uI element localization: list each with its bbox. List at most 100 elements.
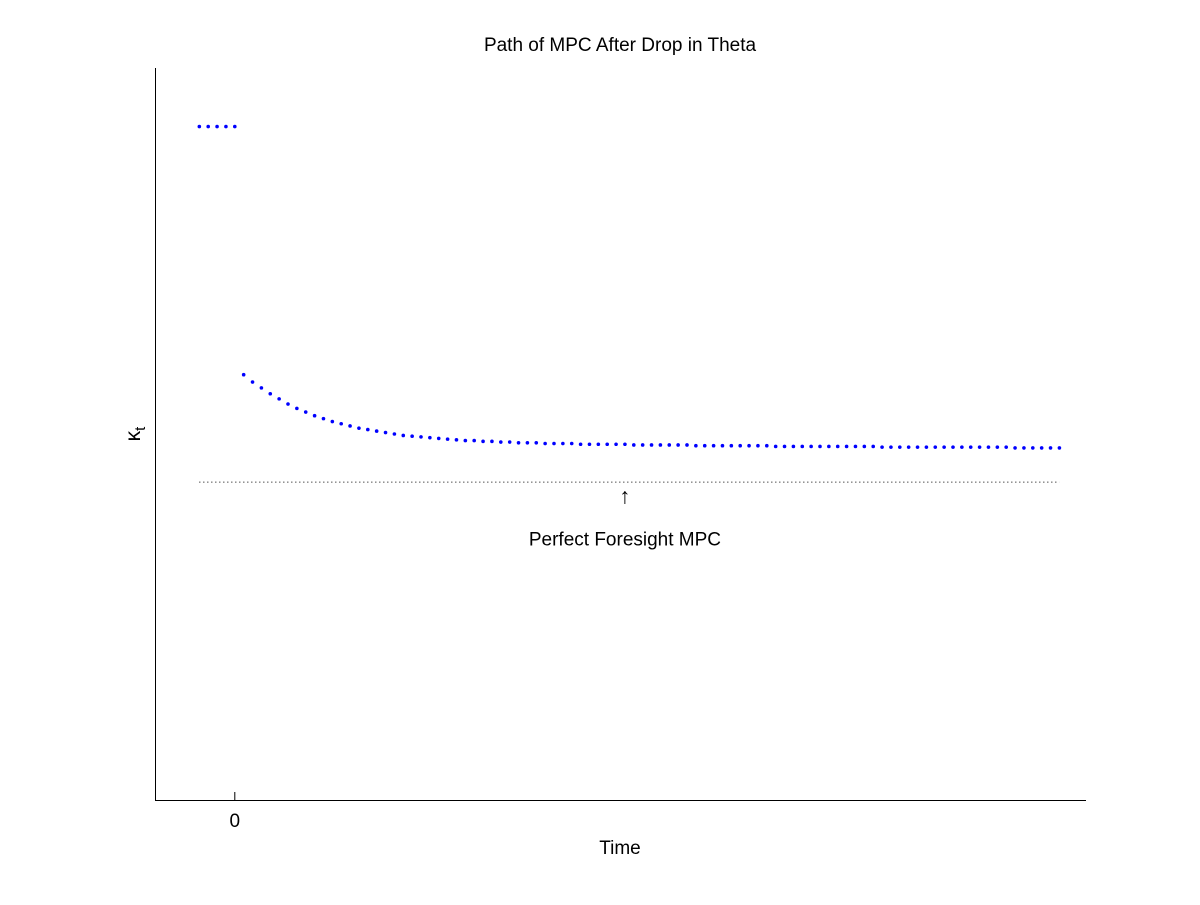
annotation-label: Perfect Foresight MPC: [529, 530, 721, 551]
post-drop-point: [569, 441, 574, 446]
post-drop-point: [348, 424, 352, 428]
post-drop-point: [756, 443, 760, 448]
post-drop-point: [835, 444, 840, 449]
post-drop-point: [516, 440, 521, 445]
post-drop-point: [933, 445, 938, 449]
post-drop-point: [1031, 446, 1035, 450]
y-axis-label-subscript: t: [132, 426, 149, 431]
svg-text:κt: κt: [122, 426, 149, 442]
post-drop-point: [1048, 446, 1053, 450]
post-drop-point: [401, 433, 406, 438]
post-drop-point: [694, 443, 698, 448]
post-drop-point: [410, 434, 414, 438]
post-drop-point: [587, 442, 592, 447]
post-drop-point: [765, 443, 769, 448]
post-drop-point: [986, 445, 991, 449]
post-drop-point: [809, 444, 813, 449]
post-drop-point: [436, 436, 441, 441]
post-drop-point: [525, 440, 530, 445]
post-drop-point: [312, 413, 317, 418]
post-drop-point: [330, 419, 335, 424]
post-drop-point: [915, 445, 920, 449]
pre-drop-point: [197, 124, 202, 129]
pre-drop-point: [215, 124, 219, 129]
annotation-arrow: ↑: [619, 484, 630, 509]
post-drop-point: [499, 440, 503, 444]
post-drop-point: [924, 445, 929, 449]
post-drop-point: [1004, 445, 1008, 449]
post-drop-point: [800, 444, 805, 449]
post-drop-point: [862, 444, 867, 449]
post-drop-point: [250, 380, 255, 384]
post-drop-point: [632, 443, 636, 447]
x-axis-label: Time: [599, 838, 641, 859]
post-drop-point: [463, 438, 468, 443]
post-drop-point: [889, 445, 893, 449]
post-drop-point: [472, 438, 477, 443]
post-drop-point: [729, 443, 734, 448]
post-drop-point: [605, 442, 609, 447]
post-drop-point: [507, 440, 512, 444]
post-drop-point: [241, 372, 246, 377]
post-drop-point: [321, 416, 326, 421]
post-drop-point: [702, 443, 707, 448]
post-drop-point: [880, 445, 884, 449]
post-drop-point: [392, 432, 397, 436]
post-drop-point: [534, 440, 539, 445]
post-drop-point: [640, 443, 645, 447]
post-drop-point: [711, 443, 716, 448]
post-drop-point: [951, 445, 955, 449]
post-drop-point: [906, 445, 911, 449]
post-drop-point: [667, 443, 672, 447]
post-drop-point: [614, 442, 618, 447]
post-drop-point: [552, 441, 556, 446]
post-drop-point: [366, 427, 370, 432]
post-drop-point: [286, 402, 290, 406]
post-drop-point: [1039, 446, 1044, 450]
post-drop-point: [578, 442, 583, 447]
post-drop-point: [782, 444, 787, 449]
pre-drop-point: [224, 124, 228, 129]
post-drop-point: [454, 438, 459, 442]
post-drop-point: [871, 444, 875, 449]
post-drop-point: [490, 439, 494, 444]
post-drop-point: [942, 445, 946, 449]
chart-title: Path of MPC After Drop in Theta: [484, 35, 757, 56]
post-drop-point: [968, 445, 973, 449]
x-ticks: 0: [230, 792, 241, 832]
post-drop-point: [676, 443, 680, 447]
post-drop-point: [747, 443, 751, 448]
post-drop-point: [1022, 446, 1026, 450]
post-drop-point: [623, 442, 627, 447]
post-drop-point: [720, 443, 725, 448]
x-tick-label: 0: [230, 811, 241, 832]
post-drop-point: [898, 445, 902, 449]
post-drop-point: [295, 406, 299, 411]
pre-drop-series: [197, 124, 237, 129]
post-drop-point: [853, 444, 858, 449]
post-drop-point: [303, 410, 308, 414]
post-drop-point: [268, 391, 273, 396]
axes: [155, 68, 1086, 801]
post-drop-point: [649, 443, 654, 447]
pre-drop-point: [233, 124, 237, 129]
post-drop-point: [374, 429, 379, 433]
post-drop-point: [383, 430, 388, 435]
post-drop-point: [773, 444, 778, 449]
post-drop-point: [818, 444, 822, 449]
post-drop-point: [685, 443, 689, 447]
y-axis-label: κt: [122, 426, 149, 442]
post-drop-point: [481, 439, 485, 444]
post-drop-point: [977, 445, 982, 449]
post-drop-point: [339, 421, 344, 426]
post-drop-point: [738, 443, 742, 448]
post-drop-point: [844, 444, 849, 449]
post-drop-point: [445, 437, 450, 441]
post-drop-point: [1057, 446, 1062, 450]
y-axis-label-main: κ: [122, 430, 145, 441]
post-drop-point: [1013, 446, 1017, 450]
post-drop-series: [241, 372, 1062, 450]
post-drop-point: [428, 435, 432, 440]
